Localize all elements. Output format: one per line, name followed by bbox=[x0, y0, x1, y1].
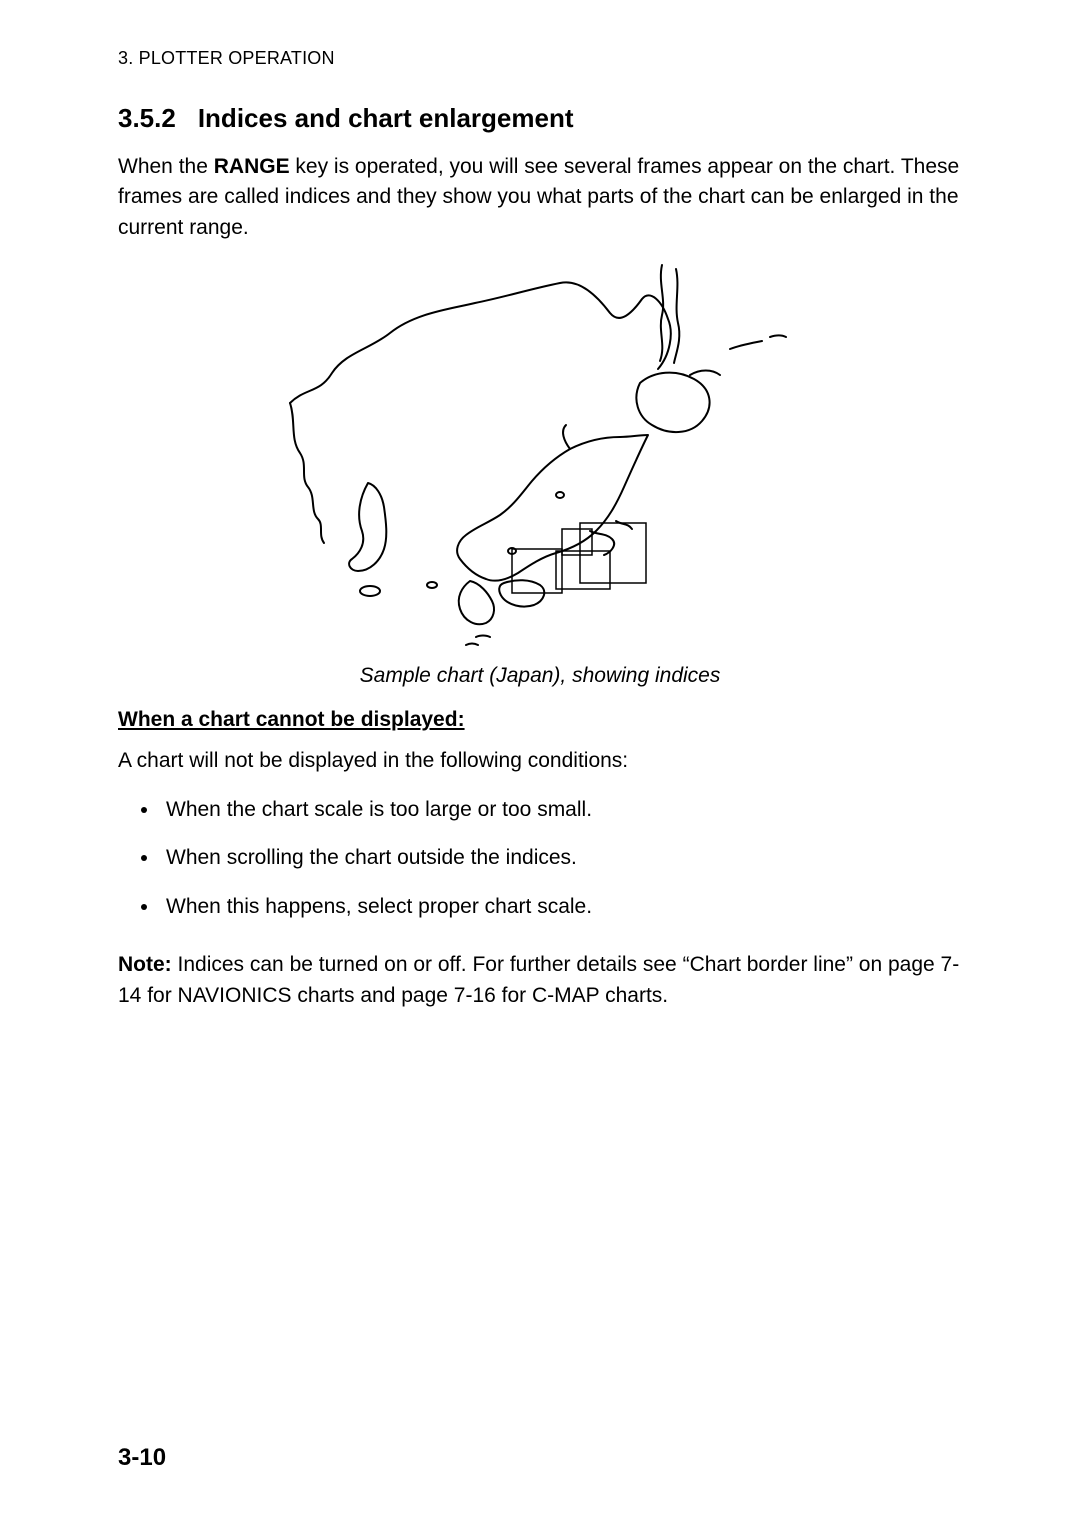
section-heading: 3.5.2 Indices and chart enlargement bbox=[118, 103, 962, 134]
japan-outline-svg bbox=[260, 253, 820, 653]
bullet-list: When the chart scale is too large or too… bbox=[118, 795, 962, 922]
list-item: When scrolling the chart outside the ind… bbox=[160, 843, 962, 873]
section-title-text: Indices and chart enlargement bbox=[198, 103, 574, 133]
intro-paragraph: When the RANGE key is operated, you will… bbox=[118, 152, 962, 243]
intro-prefix: When the bbox=[118, 155, 214, 178]
note-label: Note: bbox=[118, 953, 172, 976]
list-item: When this happens, select proper chart s… bbox=[160, 892, 962, 922]
note-body: Indices can be turned on or off. For fur… bbox=[118, 953, 959, 1006]
figure-sample-chart bbox=[118, 253, 962, 658]
section-number: 3.5.2 bbox=[118, 103, 176, 133]
page-number: 3-10 bbox=[118, 1444, 166, 1472]
figure-caption: Sample chart (Japan), showing indices bbox=[118, 664, 962, 688]
range-key-label: RANGE bbox=[214, 155, 290, 178]
subheading-cannot-display: When a chart cannot be displayed: bbox=[118, 708, 962, 732]
running-header: 3. PLOTTER OPERATION bbox=[118, 48, 962, 69]
note-paragraph: Note: Indices can be turned on or off. F… bbox=[118, 950, 962, 1011]
document-page: 3. PLOTTER OPERATION 3.5.2 Indices and ch… bbox=[0, 0, 1080, 1528]
lead-text: A chart will not be displayed in the fol… bbox=[118, 746, 962, 776]
list-item: When the chart scale is too large or too… bbox=[160, 795, 962, 825]
